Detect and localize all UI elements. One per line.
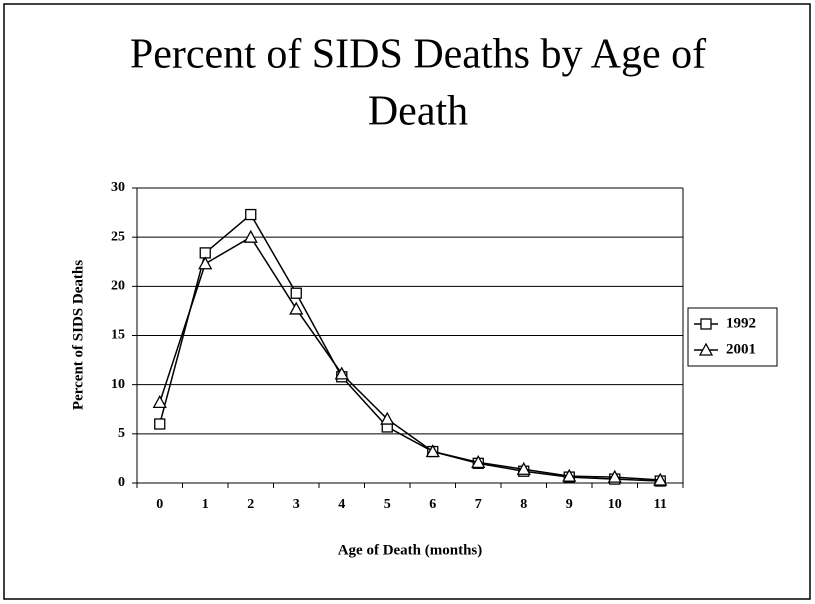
legend-marker [698,342,714,356]
series-line [159,213,661,482]
x-tick-label: 7 [475,497,482,512]
marker [562,468,577,482]
legend-label: 2001 [726,341,756,357]
marker [152,395,167,409]
legend-label: 1992 [726,315,756,331]
legend [687,307,778,367]
marker [380,411,395,425]
x-tick-label: 11 [654,497,667,512]
y-tick-label: 0 [118,475,125,490]
marker [516,461,531,475]
x-tick-label: 0 [156,497,163,512]
x-tick-label: 2 [247,497,254,512]
y-tick-label: 10 [111,377,125,392]
y-tick-label: 25 [111,229,125,244]
marker [154,418,166,430]
x-tick-label: 4 [338,497,345,512]
y-tick-label: 20 [111,279,125,294]
frame [3,3,811,600]
marker [198,256,213,270]
x-tick-label: 5 [384,497,391,512]
chart-title: Percent of SIDS Deaths by Age of [130,32,706,78]
marker [471,454,486,469]
y-tick-label: 5 [118,426,125,441]
marker [334,366,349,380]
marker [653,472,668,486]
marker [243,229,258,243]
x-axis-label: Age of Death (months) [338,542,483,558]
marker [290,287,302,299]
marker [289,301,304,315]
marker [425,444,440,458]
marker [245,208,257,221]
x-tick-label: 9 [566,497,573,512]
x-tick-label: 6 [429,497,436,512]
x-tick-label: 3 [293,497,300,512]
marker [607,469,622,483]
x-tick-label: 10 [608,497,622,512]
x-tick-label: 8 [520,497,527,512]
y-axis-label: Percent of SIDS Deaths [70,260,86,410]
series-line [159,236,661,481]
y-tick-label: 30 [111,180,125,195]
legend-marker [700,318,712,330]
x-tick-label: 1 [202,497,209,512]
y-tick-label: 15 [111,328,125,343]
chart-title: Death [368,89,468,135]
